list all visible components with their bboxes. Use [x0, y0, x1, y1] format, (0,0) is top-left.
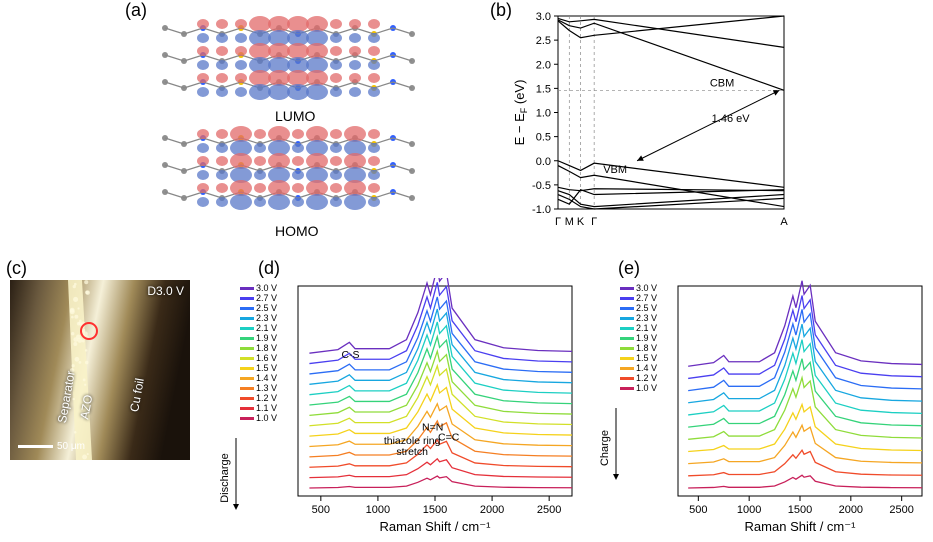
svg-text:E − EF (eV): E − EF (eV)	[512, 80, 529, 146]
svg-text:0.5: 0.5	[536, 132, 551, 144]
svg-text:VBM: VBM	[603, 164, 627, 176]
panel-a: LUMO HOMO	[145, 8, 445, 238]
svg-text:3.0 V: 3.0 V	[256, 283, 277, 293]
svg-text:1.8 V: 1.8 V	[636, 343, 657, 353]
svg-text:1.5: 1.5	[536, 83, 551, 95]
svg-text:1.2 V: 1.2 V	[636, 373, 657, 383]
svg-text:1.4 V: 1.4 V	[636, 363, 657, 373]
svg-text:1.0 V: 1.0 V	[636, 383, 657, 393]
svg-text:1.9 V: 1.9 V	[636, 333, 657, 343]
svg-text:2500: 2500	[889, 504, 913, 516]
svg-text:CBM: CBM	[710, 77, 734, 89]
raman-discharge-plot: 500 1000 1500 2000 2500 Raman Shift / cm⁻¹ 3.0…	[220, 278, 580, 536]
svg-text:Γ: Γ	[555, 216, 561, 228]
svg-text:500: 500	[689, 504, 707, 516]
panel-d: 500 1000 1500 2000 2500 Raman Shift / cm⁻¹ 3.0…	[220, 278, 580, 536]
svg-text:1.6 V: 1.6 V	[256, 353, 277, 363]
svg-text:1000: 1000	[737, 504, 761, 516]
svg-text:1.4 V: 1.4 V	[256, 373, 277, 383]
svg-text:2.1 V: 2.1 V	[256, 323, 277, 333]
panel-b: -1.0 -0.5 0.0 0.5 1.0 1.5 2.0 2.5 3.0 E − EF (eV)…	[510, 10, 790, 235]
svg-text:2.7 V: 2.7 V	[256, 293, 277, 303]
homo-label: HOMO	[275, 223, 319, 239]
svg-text:2000: 2000	[480, 504, 504, 516]
svg-text:Discharge: Discharge	[220, 453, 231, 503]
svg-text:C-S: C-S	[341, 349, 359, 361]
band-structure-plot: -1.0 -0.5 0.0 0.5 1.0 1.5 2.0 2.5 3.0 E − EF (eV)…	[510, 10, 790, 235]
svg-text:Charge: Charge	[600, 430, 611, 466]
svg-text:Raman Shift / cm⁻¹: Raman Shift / cm⁻¹	[745, 519, 857, 534]
d30-label: D3.0 V	[147, 284, 184, 298]
svg-text:1.1 V: 1.1 V	[256, 403, 277, 413]
svg-text:Γ: Γ	[591, 216, 597, 228]
svg-text:1.3 V: 1.3 V	[256, 383, 277, 393]
scale-bar-label: 50 μm	[57, 441, 85, 452]
svg-text:K: K	[577, 216, 585, 228]
svg-text:1.2 V: 1.2 V	[256, 393, 277, 403]
svg-text:2.5: 2.5	[536, 35, 551, 47]
svg-text:2.3 V: 2.3 V	[256, 313, 277, 323]
panel-e: 500 1000 1500 2000 2500 Raman Shift / cm⁻¹ 3.0…	[600, 278, 930, 536]
label-e: (e)	[618, 258, 640, 279]
label-d: (d)	[258, 258, 280, 279]
svg-text:M: M	[565, 216, 574, 228]
scale-bar: 50 μm	[18, 441, 85, 452]
svg-text:-0.5: -0.5	[532, 180, 551, 192]
svg-text:2.0: 2.0	[536, 59, 551, 71]
label-b: (b)	[490, 0, 512, 21]
svg-text:C=C: C=C	[438, 432, 460, 444]
panel-c: D3.0 V Separator AZO Cu foil 50 μm	[10, 280, 190, 460]
svg-text:1.5 V: 1.5 V	[636, 353, 657, 363]
svg-text:2.1 V: 2.1 V	[636, 323, 657, 333]
svg-text:2000: 2000	[839, 504, 863, 516]
svg-text:1.0 V: 1.0 V	[256, 413, 277, 423]
label-a: (a)	[125, 0, 147, 21]
scale-bar-line	[18, 445, 53, 448]
raman-charge-plot: 500 1000 1500 2000 2500 Raman Shift / cm⁻¹ 3.0…	[600, 278, 930, 536]
svg-text:1.46 eV: 1.46 eV	[712, 113, 751, 125]
svg-text:1.5 V: 1.5 V	[256, 363, 277, 373]
figure: (a) (b) (c) (d) (e) LUMO HOMO -1.0 -0.5 0.…	[0, 0, 933, 542]
svg-text:1500: 1500	[788, 504, 812, 516]
svg-text:1.0: 1.0	[536, 108, 551, 120]
svg-text:500: 500	[312, 504, 330, 516]
svg-text:stretch: stretch	[396, 446, 428, 458]
svg-text:1.8 V: 1.8 V	[256, 343, 277, 353]
svg-text:Raman Shift / cm⁻¹: Raman Shift / cm⁻¹	[380, 519, 492, 534]
lumo-label: LUMO	[275, 108, 315, 124]
svg-text:1.9 V: 1.9 V	[256, 333, 277, 343]
svg-text:1000: 1000	[366, 504, 390, 516]
svg-text:1500: 1500	[423, 504, 447, 516]
svg-text:2.3 V: 2.3 V	[636, 313, 657, 323]
svg-text:A: A	[780, 216, 788, 228]
marker-circle-icon	[80, 322, 98, 340]
svg-text:3.0 V: 3.0 V	[636, 283, 657, 293]
svg-text:-1.0: -1.0	[532, 204, 551, 216]
svg-text:2500: 2500	[537, 504, 561, 516]
label-c: (c)	[6, 258, 27, 279]
svg-text:2.7 V: 2.7 V	[636, 293, 657, 303]
svg-text:0.0: 0.0	[536, 156, 551, 168]
svg-text:2.5 V: 2.5 V	[256, 303, 277, 313]
microscope-image	[10, 280, 190, 460]
svg-text:3.0: 3.0	[536, 11, 551, 23]
svg-text:2.5 V: 2.5 V	[636, 303, 657, 313]
